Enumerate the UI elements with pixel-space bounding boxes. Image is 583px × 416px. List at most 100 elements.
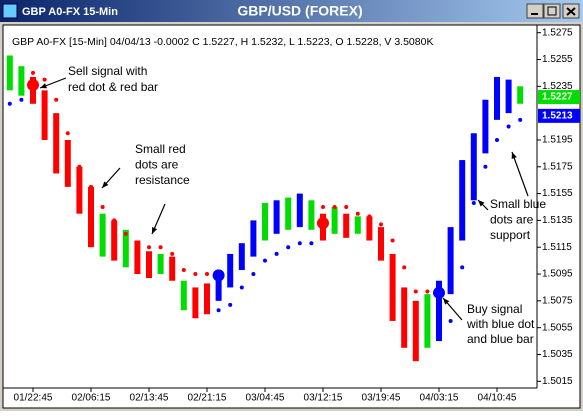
arrow-head	[40, 83, 47, 89]
y-tick-label: 1.5175	[542, 161, 573, 172]
support-dot	[274, 251, 279, 256]
resistance-dot	[367, 214, 372, 219]
support-dot	[506, 124, 511, 129]
price-bar	[459, 160, 466, 241]
minimize-button[interactable]	[526, 3, 544, 19]
window-title: GBP A0-FX 15-Min	[22, 6, 118, 18]
resistance-dot	[413, 289, 418, 294]
y-tick-label: 1.5255	[542, 54, 573, 65]
x-tick-label: 04/03:15	[420, 393, 459, 404]
last-price-label: 1.5213	[542, 110, 573, 121]
resistance-dot	[379, 222, 383, 227]
support-dot	[460, 265, 465, 270]
price-bar	[412, 300, 419, 362]
last-price-box	[538, 90, 580, 105]
price-bar	[285, 197, 292, 230]
support-dot	[239, 285, 244, 290]
resistance-dot	[193, 272, 198, 277]
resistance-dot	[100, 205, 105, 209]
y-tick-label: 1.5055	[542, 322, 573, 333]
price-bar	[6, 55, 13, 91]
price-bar	[53, 113, 60, 174]
x-tick-label: 03/04:45	[246, 393, 285, 404]
x-tick-label: 02/06:15	[72, 393, 111, 404]
support-dot	[518, 117, 523, 122]
annotation-text: resistance	[135, 173, 190, 187]
price-bar	[401, 287, 408, 348]
resistance-dot	[135, 245, 140, 250]
price-bar	[88, 186, 94, 248]
price-bar	[146, 251, 152, 279]
support-dot	[297, 241, 302, 246]
price-bar	[378, 227, 384, 261]
price-bar	[494, 76, 500, 120]
price-bar	[215, 270, 222, 301]
annotation-text: and blue bar	[467, 332, 534, 346]
price-bar	[273, 200, 280, 234]
sell-signal	[317, 217, 329, 230]
support-dot	[263, 258, 267, 263]
title-bar	[0, 0, 583, 22]
chart-title: GBP/USD (FOREX)	[237, 3, 362, 19]
price-bar	[157, 253, 164, 275]
support-dot	[309, 241, 314, 246]
annotation-text: dots are	[490, 213, 534, 227]
price-bar	[517, 86, 524, 104]
last-price-label: 1.5227	[542, 92, 573, 103]
price-bar	[354, 216, 361, 234]
support-dot	[251, 272, 256, 277]
resistance-dot	[89, 184, 93, 189]
annotation-text: support	[490, 228, 531, 242]
resistance-dot	[390, 238, 395, 243]
close-icon	[566, 7, 576, 16]
annotation-arrow	[511, 151, 529, 197]
support-dot	[448, 318, 453, 323]
arrow-head	[152, 227, 158, 234]
price-bar	[134, 240, 141, 275]
resistance-dot	[344, 205, 349, 209]
arrow-head	[102, 181, 109, 188]
price-bar	[41, 90, 48, 140]
support-dot	[228, 302, 233, 307]
resistance-dot	[402, 265, 407, 270]
annotation-text: red dot & red bar	[68, 80, 158, 94]
price-bar	[122, 229, 129, 268]
price-bar	[308, 200, 315, 230]
support-dot	[483, 164, 488, 169]
price-bar	[99, 213, 106, 257]
support-dot	[286, 245, 291, 250]
buy-signal	[433, 286, 445, 299]
price-bar	[366, 216, 373, 241]
maximize-button[interactable]	[543, 3, 561, 19]
resistance-dot	[147, 245, 151, 250]
price-bar	[505, 79, 512, 114]
resistance-dot	[77, 164, 82, 169]
support-dot	[471, 200, 476, 205]
support-dot	[216, 308, 221, 313]
y-tick-label: 1.5275	[542, 27, 573, 38]
arrow-head	[443, 298, 450, 305]
price-bar	[262, 202, 268, 241]
arrow-head	[478, 200, 485, 207]
support-dot	[495, 137, 499, 142]
price-bar	[447, 227, 454, 295]
resistance-dot	[158, 245, 163, 250]
y-tick-label: 1.5195	[542, 135, 573, 146]
price-bar	[482, 99, 489, 154]
price-bar	[436, 280, 442, 342]
buy-signal	[212, 269, 225, 282]
price-bar	[238, 243, 245, 271]
x-tick-label: 04/10:45	[478, 393, 517, 404]
resistance-dot	[31, 70, 35, 75]
price-bar	[389, 253, 396, 321]
resistance-dot	[123, 231, 128, 236]
x-tick-label: 03/12:15	[304, 393, 343, 404]
price-bar	[111, 220, 118, 261]
y-tick-label: 1.5075	[542, 295, 573, 306]
resistance-dot	[321, 205, 325, 209]
price-bar	[343, 213, 350, 238]
resistance-dot	[42, 77, 47, 82]
price-bar	[227, 253, 234, 288]
support-dot	[7, 101, 12, 106]
